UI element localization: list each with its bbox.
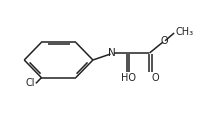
- Text: Cl: Cl: [25, 78, 35, 88]
- Text: N: N: [108, 48, 116, 58]
- Text: CH₃: CH₃: [175, 27, 193, 37]
- Text: O: O: [160, 36, 168, 46]
- Text: O: O: [151, 73, 159, 83]
- Text: HO: HO: [121, 73, 136, 83]
